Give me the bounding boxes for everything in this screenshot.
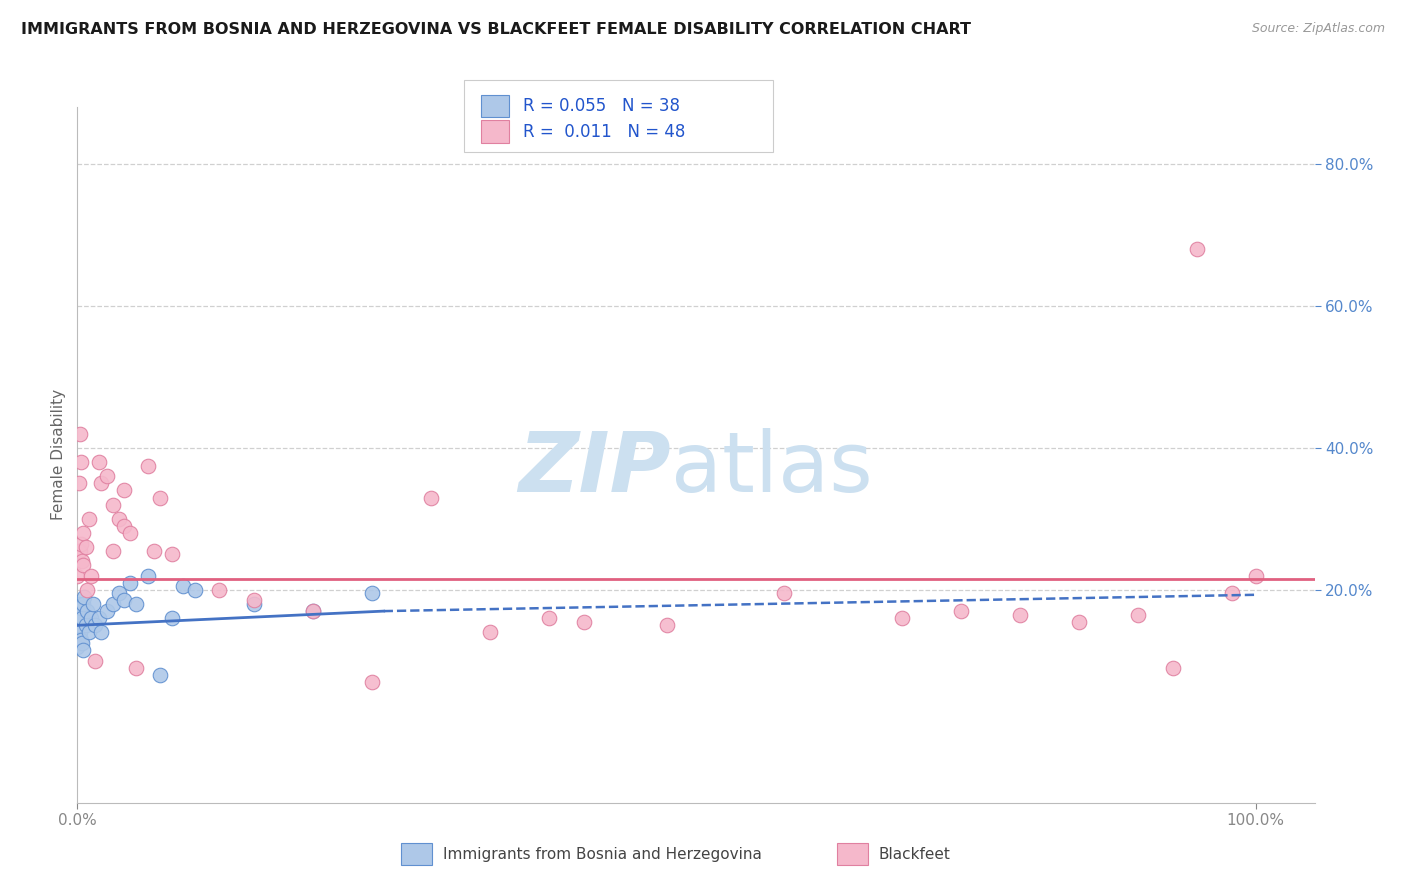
Point [114,519,136,533]
Point [80,568,103,582]
Point [70,636,93,650]
Point [160,611,183,625]
Point [136,568,159,582]
Point [537,611,560,625]
Point [67,604,90,618]
Point [572,615,595,629]
Point [90,476,112,491]
Point [655,618,678,632]
Point [302,604,325,618]
Point [80,611,103,625]
Point [120,526,142,541]
Point [172,579,194,593]
Y-axis label: Female Disability: Female Disability [51,389,66,521]
Point [142,543,165,558]
Point [67,476,90,491]
Point [136,458,159,473]
Point [361,675,384,690]
Point [72,643,94,657]
Point [69,426,91,441]
Point [125,597,148,611]
Point [76,582,98,597]
Text: IMMIGRANTS FROM BOSNIA AND HERZEGOVINA VS BLACKFEET FEMALE DISABILITY CORRELATIO: IMMIGRANTS FROM BOSNIA AND HERZEGOVINA V… [21,22,972,37]
Point [70,455,93,469]
Point [1126,607,1149,622]
Point [107,512,129,526]
Point [184,582,207,597]
Point [69,543,91,558]
Point [114,483,136,498]
Point [101,498,124,512]
Point [125,661,148,675]
Point [90,625,112,640]
Point [96,604,118,618]
Point [149,491,172,505]
Point [67,543,90,558]
Point [101,543,124,558]
Point [1220,586,1243,600]
Text: Immigrants from Bosnia and Herzegovina: Immigrants from Bosnia and Herzegovina [443,847,762,862]
Point [101,597,124,611]
Point [120,575,142,590]
Point [66,625,89,640]
Point [70,554,93,568]
Point [114,593,136,607]
Point [87,611,110,625]
Point [70,600,93,615]
Text: Blackfeet: Blackfeet [879,847,950,862]
Point [69,611,91,625]
Point [75,618,97,632]
Point [149,668,172,682]
Point [67,618,90,632]
Point [76,604,98,618]
Text: R = 0.055   N = 38: R = 0.055 N = 38 [523,96,681,115]
Text: R =  0.011   N = 48: R = 0.011 N = 48 [523,122,685,141]
Point [70,632,93,647]
Point [950,604,973,618]
Point [72,558,94,572]
Point [75,540,97,554]
Point [66,568,89,582]
Point [82,597,104,611]
Point [67,632,90,647]
Point [70,611,93,625]
Point [361,586,384,600]
Point [419,491,441,505]
Point [72,526,94,541]
Point [773,586,796,600]
Point [84,618,107,632]
Point [302,604,325,618]
Point [84,654,107,668]
Point [1244,568,1267,582]
Point [243,593,266,607]
Point [70,536,93,550]
Point [243,597,266,611]
Point [891,611,914,625]
Point [69,625,91,640]
Point [66,611,89,625]
Text: Source: ZipAtlas.com: Source: ZipAtlas.com [1251,22,1385,36]
Point [77,625,100,640]
Point [87,455,110,469]
Point [1161,661,1184,675]
Text: atlas: atlas [671,428,873,509]
Point [160,547,183,561]
Point [478,625,501,640]
Point [1008,607,1031,622]
Point [1185,242,1208,256]
Point [72,597,94,611]
Point [67,597,90,611]
Point [66,640,89,654]
Point [107,586,129,600]
Point [1067,615,1090,629]
Point [73,590,96,604]
Point [77,512,100,526]
Text: ZIP: ZIP [519,428,671,509]
Point [208,582,231,597]
Point [96,469,118,483]
